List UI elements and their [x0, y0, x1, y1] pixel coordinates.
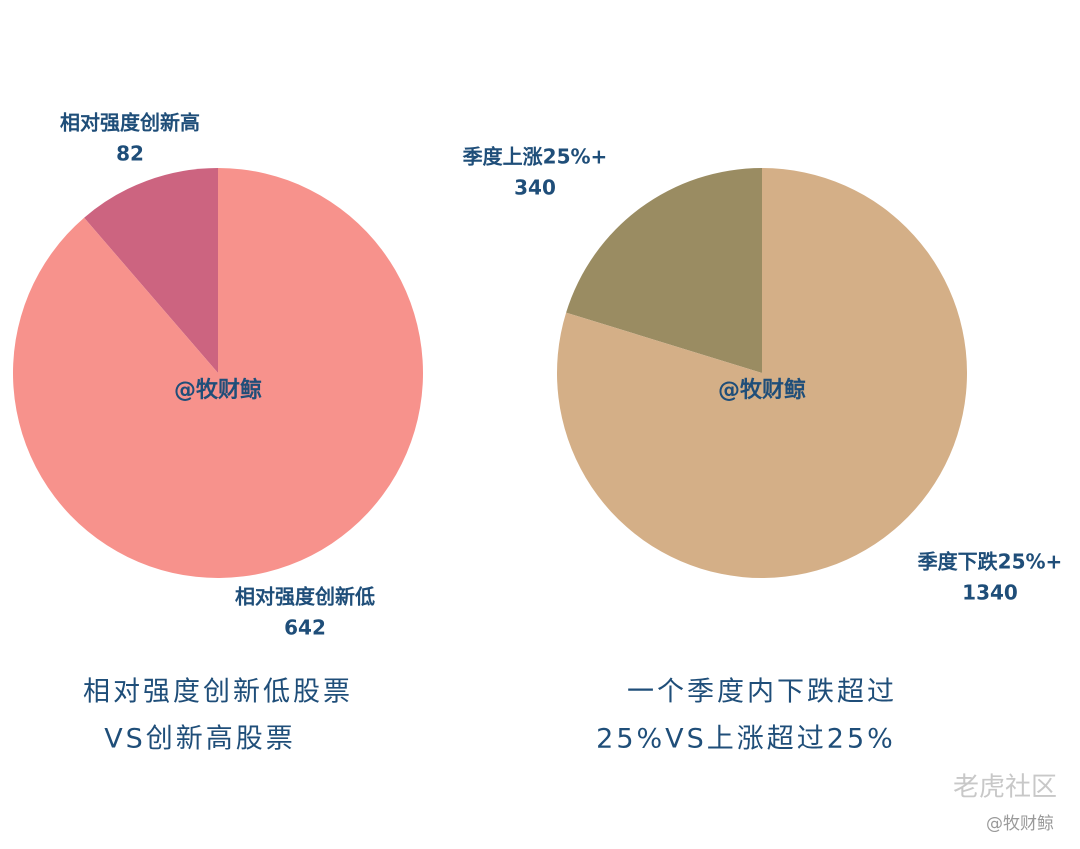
handle: @牧财鲸: [986, 814, 1054, 834]
chart-title: 相对强度创新低股票: [83, 677, 353, 708]
chart-title: VS创新高股票: [104, 724, 296, 755]
slice-value: 642: [284, 616, 326, 640]
slice-label: 季度下跌25%+: [917, 550, 1063, 574]
slice-value: 82: [116, 142, 144, 166]
slice-label: 相对强度创新低: [235, 585, 375, 609]
brand: 老虎社区: [953, 773, 1057, 803]
slice-label: 相对强度创新高: [60, 111, 200, 135]
pie-slice: [12, 168, 423, 578]
pie-slice: [566, 168, 762, 373]
chart-title: 一个季度内下跌超过: [627, 677, 897, 708]
slice-label: 季度上涨25%+: [462, 145, 608, 169]
slice-value: 1340: [962, 581, 1018, 605]
pie-slice: [84, 168, 218, 373]
pie-slice: [557, 168, 968, 578]
slice-value: 340: [514, 176, 556, 200]
watermark: @牧财鲸: [718, 377, 806, 403]
watermark: @牧财鲸: [174, 377, 262, 403]
chart-title: 25%VS上涨超过25%: [596, 724, 896, 755]
